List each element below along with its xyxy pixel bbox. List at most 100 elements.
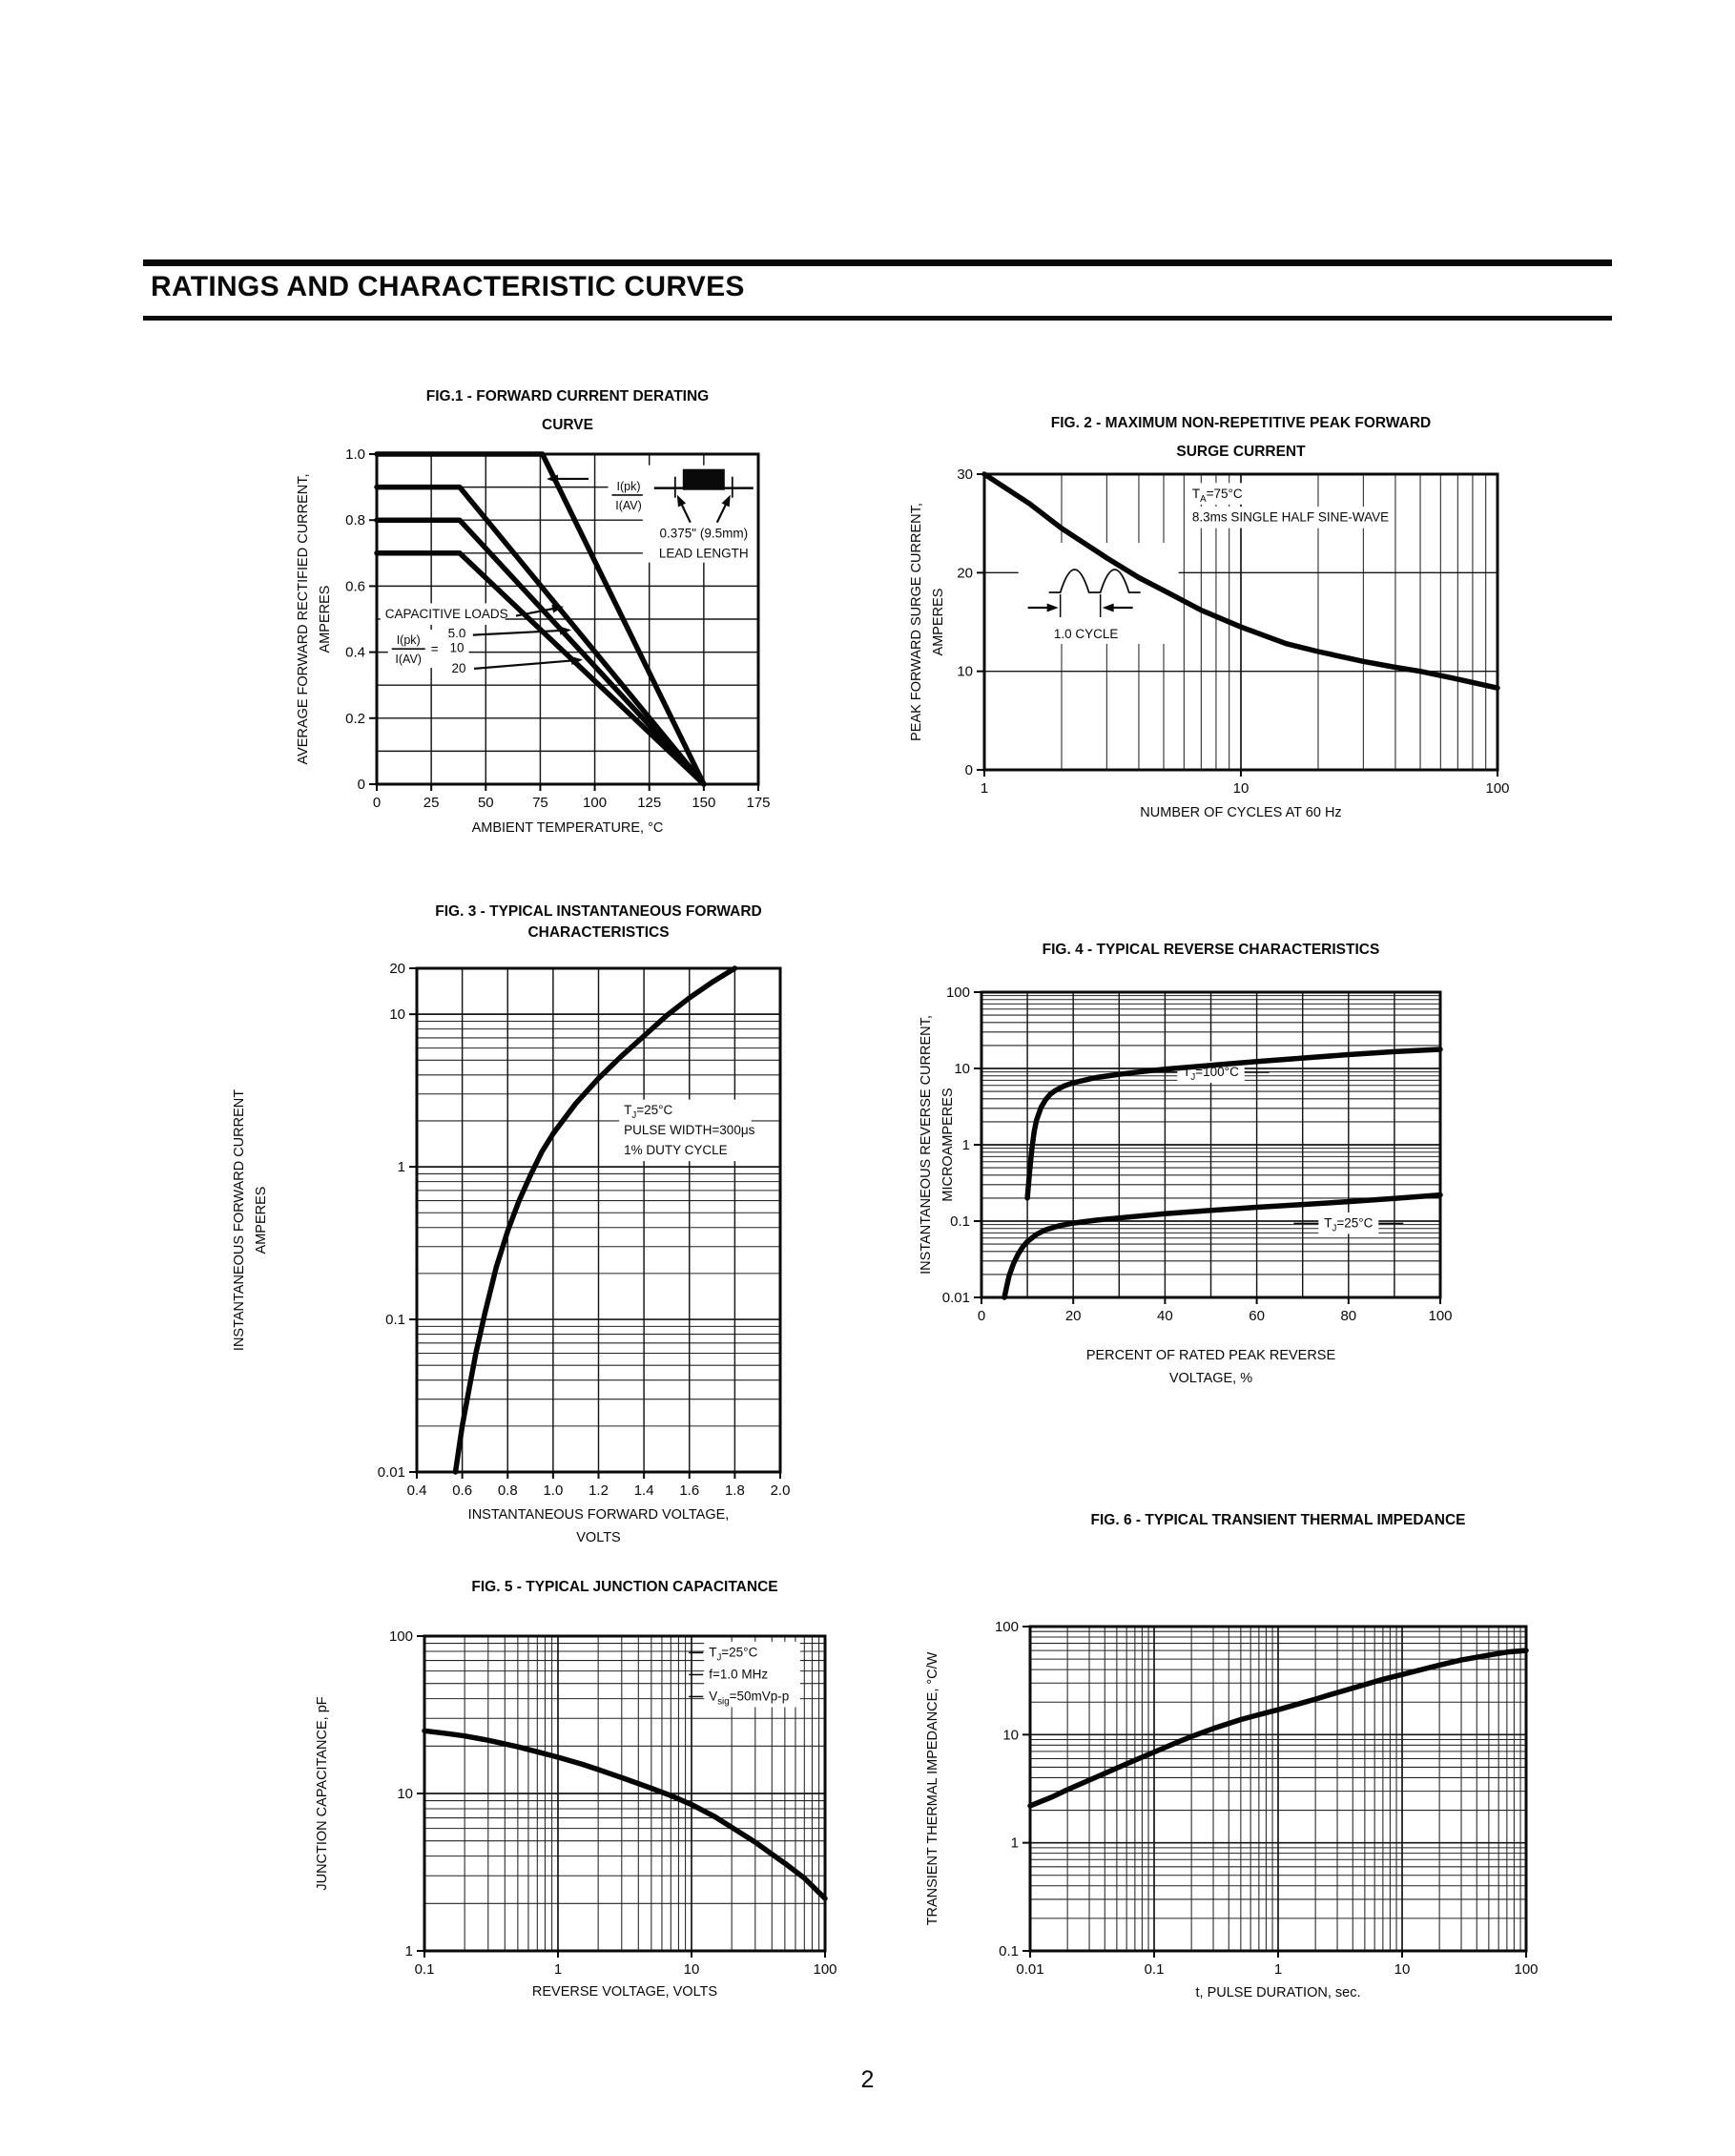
svg-text:TJ=25°C: TJ=25°C: [624, 1103, 672, 1121]
svg-text:0: 0: [358, 777, 365, 793]
page-number: 2: [860, 2066, 875, 2093]
svg-text:1: 1: [405, 1943, 413, 1959]
svg-text:VOLTS: VOLTS: [576, 1530, 620, 1545]
svg-text:0.01: 0.01: [942, 1290, 970, 1306]
fig4-curve-1: [1002, 1192, 1443, 1300]
svg-text:=: =: [431, 642, 439, 656]
svg-text:FIG. 3 - TYPICAL INSTANTANEOUS: FIG. 3 - TYPICAL INSTANTANEOUS FORWARD: [435, 903, 761, 920]
svg-text:10: 10: [1002, 1727, 1019, 1743]
svg-text:2.0: 2.0: [771, 1482, 791, 1499]
svg-text:75: 75: [532, 795, 548, 811]
svg-text:INSTANTANEOUS REVERSE CURRENT,: INSTANTANEOUS REVERSE CURRENT,: [919, 1015, 934, 1275]
svg-text:60: 60: [1249, 1308, 1265, 1324]
fig4-curve-0: [1024, 1047, 1443, 1201]
svg-text:1: 1: [398, 1159, 405, 1175]
fig6-curve-0: [1027, 1648, 1529, 1809]
svg-text:I(AV): I(AV): [615, 499, 642, 512]
svg-text:10: 10: [1233, 780, 1250, 797]
svg-text:AMPERES: AMPERES: [931, 589, 946, 656]
svg-text:I(AV): I(AV): [395, 653, 422, 666]
svg-text:PERCENT OF RATED PEAK REVERSE: PERCENT OF RATED PEAK REVERSE: [1086, 1348, 1336, 1363]
svg-text:1% DUTY CYCLE: 1% DUTY CYCLE: [624, 1143, 728, 1157]
svg-text:30: 30: [957, 466, 973, 483]
svg-text:1.2: 1.2: [589, 1482, 609, 1499]
fig3-grid: [417, 968, 780, 1472]
svg-text:0.1: 0.1: [385, 1312, 405, 1328]
svg-text:PULSE WIDTH=300μs: PULSE WIDTH=300μs: [624, 1123, 754, 1137]
svg-text:REVERSE VOLTAGE, VOLTS: REVERSE VOLTAGE, VOLTS: [532, 1984, 717, 2000]
svg-text:f=1.0 MHz: f=1.0 MHz: [709, 1667, 768, 1681]
svg-text:8.3ms SINGLE HALF SINE-WAVE: 8.3ms SINGLE HALF SINE-WAVE: [1192, 510, 1389, 525]
svg-text:1: 1: [1274, 1961, 1282, 1978]
fig2-peak-forward-surge-current-chart: TA=75°C 8.3ms SINGLE HALF SINE-WAVE 1.0 CY…: [909, 415, 1510, 820]
fig1-curve-3: [374, 550, 707, 787]
svg-text:50: 50: [478, 795, 494, 811]
svg-text:20: 20: [389, 961, 405, 977]
svg-text:0.4: 0.4: [407, 1482, 427, 1499]
svg-text:0.8: 0.8: [498, 1482, 518, 1499]
svg-text:175: 175: [746, 795, 770, 811]
svg-text:100: 100: [583, 795, 607, 811]
fig1-forward-current-derating-chart: I(pk)I(AV)=π0.375" (9.5mm)LEAD LENGTHCAP…: [296, 388, 771, 836]
svg-text:10: 10: [397, 1786, 413, 1802]
svg-text:1.0 CYCLE: 1.0 CYCLE: [1054, 627, 1119, 641]
svg-text:CURVE: CURVE: [542, 417, 593, 433]
svg-text:20: 20: [1065, 1308, 1082, 1324]
svg-text:MICROAMPERES: MICROAMPERES: [940, 1088, 956, 1201]
svg-text:10: 10: [957, 664, 973, 680]
svg-text:100: 100: [813, 1961, 837, 1978]
svg-text:10: 10: [389, 1006, 405, 1023]
fig2-annotations: TA=75°C 8.3ms SINGLE HALF SINE-WAVE 1.0 CY…: [1018, 483, 1393, 644]
svg-text:AVERAGE FORWARD RECTIFIED CURR: AVERAGE FORWARD RECTIFIED CURRENT,: [296, 473, 311, 764]
svg-text:0.01: 0.01: [1016, 1961, 1043, 1978]
svg-text:40: 40: [1157, 1308, 1173, 1324]
svg-text:Vsig=50mVp-p: Vsig=50mVp-p: [709, 1689, 789, 1707]
svg-text:NUMBER OF CYCLES AT 60 Hz: NUMBER OF CYCLES AT 60 Hz: [1140, 805, 1341, 820]
svg-text:1: 1: [554, 1961, 562, 1978]
svg-text:0: 0: [965, 762, 973, 778]
fig3-curve-0: [452, 965, 738, 1475]
svg-text:0.1: 0.1: [950, 1213, 970, 1230]
fig5-annotations: TJ=25°C f=1.0 MHz Vsig=50mVp-p: [689, 1641, 800, 1708]
svg-text:AMPERES: AMPERES: [318, 586, 333, 653]
svg-text:1: 1: [962, 1137, 970, 1153]
fig5-curve-0: [422, 1728, 828, 1901]
svg-text:5.0: 5.0: [448, 627, 466, 641]
svg-text:I(pk): I(pk): [617, 480, 641, 493]
fig1-tick-labels: 0 25 50 75 100 125 150 175 1.0 0.8 0.6 0.4 0.2 0: [345, 446, 770, 811]
svg-text:0.01: 0.01: [378, 1464, 405, 1481]
svg-text:20: 20: [957, 565, 973, 581]
svg-text:1.8: 1.8: [725, 1482, 745, 1499]
header-rule-top: [143, 259, 1612, 266]
fig4-grid: [981, 992, 1440, 1297]
fig1-curve-1: [374, 484, 707, 787]
svg-text:FIG. 2 - MAXIMUM NON-REPETITIV: FIG. 2 - MAXIMUM NON-REPETITIVE PEAK FOR…: [1051, 415, 1431, 431]
fig1-curve-2: [374, 517, 707, 787]
fig6-axis-titles: FIG. 6 - TYPICAL TRANSIENT THERMAL IMPED…: [925, 1512, 1465, 2001]
fig4-axis-titles: FIG. 4 - TYPICAL REVERSE CHARACTERISTICS…: [919, 942, 1379, 1386]
svg-text:10: 10: [954, 1061, 970, 1077]
fig6-tick-labels: 0.01 0.1 1 10 100 100 10 1 0.1: [995, 1619, 1539, 1978]
svg-text:t, PULSE DURATION, sec.: t, PULSE DURATION, sec.: [1196, 1985, 1361, 2001]
svg-text:FIG. 4 - TYPICAL REVERSE CHARA: FIG. 4 - TYPICAL REVERSE CHARACTERISTICS: [1043, 942, 1380, 958]
svg-text:INSTANTANEOUS FORWARD VOLTAGE,: INSTANTANEOUS FORWARD VOLTAGE,: [468, 1507, 730, 1523]
fig3-annotations: TJ=25°C PULSE WIDTH=300μs 1% DUTY CYCLE: [619, 1099, 755, 1162]
svg-text:0.1: 0.1: [1145, 1961, 1165, 1978]
svg-text:1: 1: [981, 780, 988, 797]
svg-text:0: 0: [373, 795, 381, 811]
svg-text:0.4: 0.4: [345, 645, 365, 661]
fig5-axis-titles: FIG. 5 - TYPICAL JUNCTION CAPACITANCE REV…: [315, 1579, 778, 2000]
svg-text:1.0: 1.0: [345, 446, 365, 463]
svg-text:I(pk): I(pk): [397, 633, 421, 647]
svg-text:1.4: 1.4: [634, 1482, 654, 1499]
svg-text:SURGE CURRENT: SURGE CURRENT: [1176, 444, 1306, 460]
page-title: RATINGS AND CHARACTERISTIC CURVES: [151, 271, 745, 302]
svg-text:150: 150: [692, 795, 715, 811]
svg-text:0.6: 0.6: [345, 578, 365, 594]
svg-text:CHARACTERISTICS: CHARACTERISTICS: [527, 924, 669, 941]
svg-text:TRANSIENT THERMAL IMPEDANCE, °: TRANSIENT THERMAL IMPEDANCE, °C/W: [925, 1651, 940, 1925]
svg-text:100: 100: [1428, 1308, 1452, 1324]
header-rule-bottom: [143, 316, 1612, 321]
